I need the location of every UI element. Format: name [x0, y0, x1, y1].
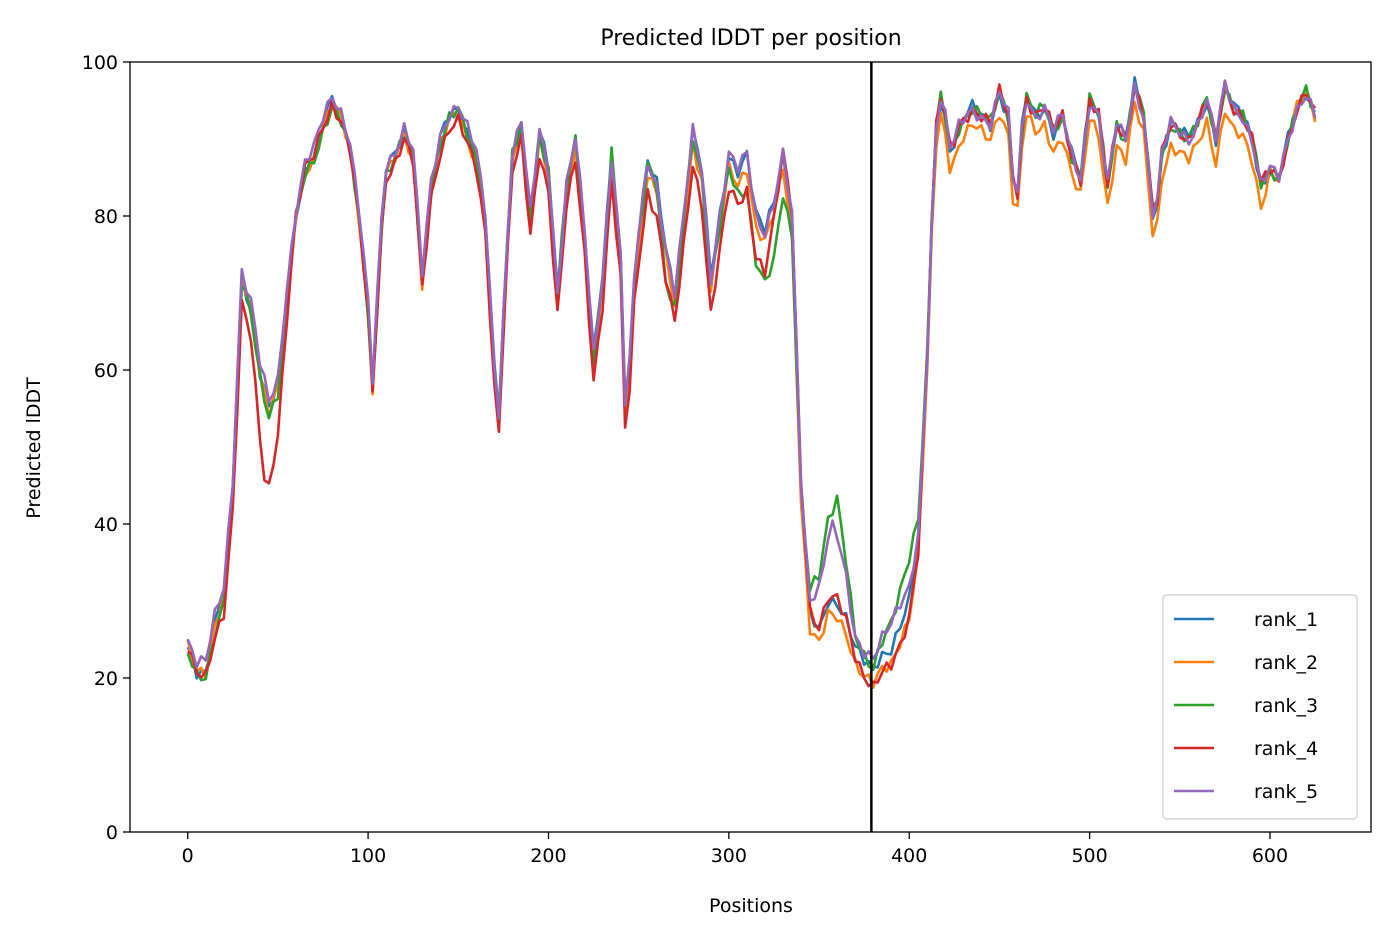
- y-tick-label: 60: [94, 360, 118, 382]
- plot-frame: [129, 61, 1372, 833]
- y-tick-label: 80: [94, 206, 118, 228]
- y-axis-label: Predicted lDDT: [23, 377, 45, 519]
- y-tick-label: 40: [94, 514, 118, 536]
- x-tick-label: 200: [530, 845, 566, 867]
- legend-label: rank_1: [1254, 609, 1318, 631]
- y-tick-label: 20: [94, 668, 118, 690]
- legend-label: rank_4: [1254, 738, 1318, 760]
- legend-label: rank_5: [1254, 781, 1318, 803]
- y-tick-label: 100: [82, 52, 118, 74]
- y-axis: 0 20 40 60 80 100: [82, 52, 130, 844]
- y-tick-label: 0: [106, 822, 118, 844]
- series-line-rank_5: [186, 79, 1317, 669]
- series-layer: [186, 76, 1317, 689]
- legend: rank_1 rank_2 rank_3 rank_4 rank_5: [1162, 594, 1358, 820]
- x-tick-label: 600: [1252, 845, 1288, 867]
- x-tick-label: 0: [182, 845, 194, 867]
- legend-box: [1162, 594, 1358, 820]
- x-axis: 0 100 200 300 400 500 600: [182, 832, 1288, 867]
- chart-title: Predicted lDDT per position: [600, 26, 901, 51]
- x-tick-label: 400: [891, 845, 927, 867]
- legend-label: rank_3: [1254, 695, 1318, 717]
- x-axis-label: Positions: [709, 895, 793, 917]
- legend-label: rank_2: [1254, 652, 1318, 674]
- x-tick-label: 500: [1071, 845, 1107, 867]
- x-tick-label: 300: [711, 845, 747, 867]
- x-tick-label: 100: [350, 845, 386, 867]
